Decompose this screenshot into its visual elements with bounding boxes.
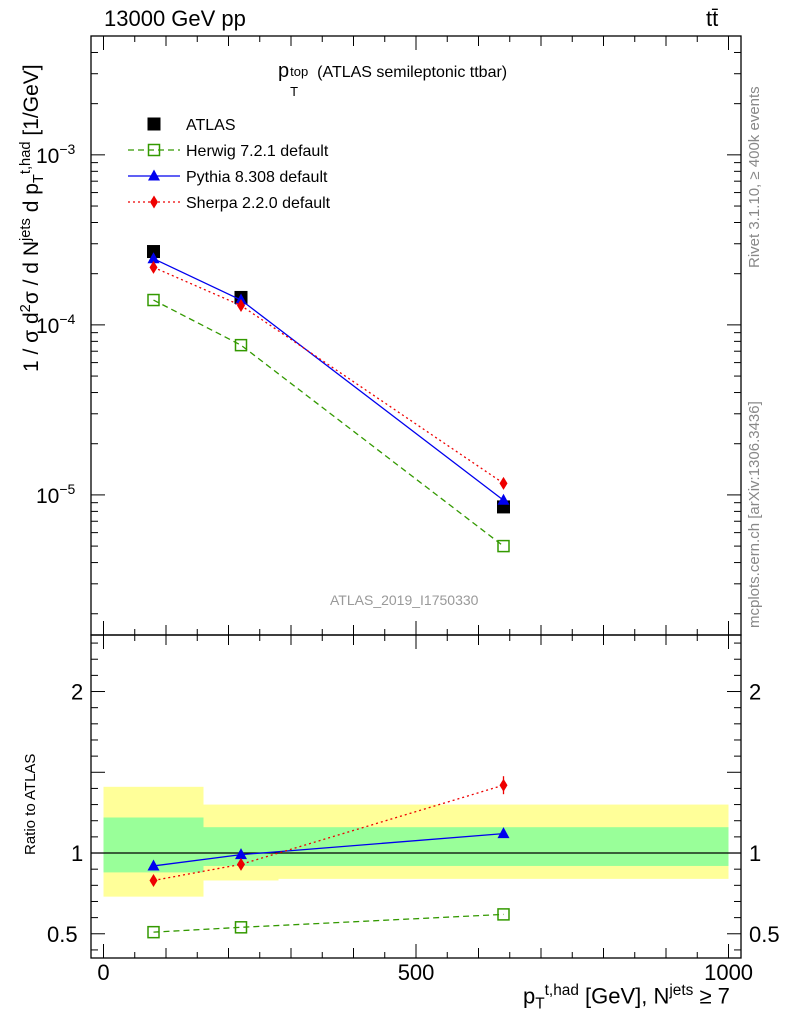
data-point-herwig	[234, 338, 248, 352]
main-y-axis-label: 1 / σ d2σ / d Njets d pTt,had [1/GeV]	[18, 64, 48, 372]
main-y-tick-label: 10−3	[36, 141, 76, 168]
ratio-y-axis-label: Ratio to ATLAS	[22, 753, 39, 855]
legend-label-herwig: Herwig 7.2.1 default	[186, 143, 329, 160]
mcplots-label: mcplots.cern.ch [arXiv:1306.3436]	[746, 401, 763, 628]
legend-label-sherpa: Sherpa 2.2.0 default	[186, 195, 331, 212]
data-point-pythia	[497, 493, 510, 505]
series-line-pythia	[153, 258, 504, 501]
main-y-tick-label: 10−4	[36, 311, 76, 338]
ratio-y-tick-label-right: 2	[749, 680, 761, 705]
ratio-point-sherpa	[149, 873, 158, 887]
ratio-point-pythia	[235, 848, 247, 860]
ratio-point-sherpa	[237, 857, 245, 871]
data-point-herwig	[497, 539, 510, 553]
plot-title-text: (ATLAS semileptonic ttbar)	[317, 64, 508, 81]
ratio-point-pythia	[147, 859, 160, 871]
ratio-point-herwig	[147, 925, 160, 939]
x-tick-label: 1000	[704, 960, 753, 985]
legend-marker-atlas	[147, 117, 161, 131]
ratio-y-tick-label: 2	[71, 680, 83, 705]
legend-marker-herwig	[147, 143, 161, 157]
ratio-y-tick-label-right: 1	[749, 841, 761, 866]
legend-label-atlas: ATLAS	[186, 117, 236, 134]
plot-title-symbol: p	[278, 60, 290, 82]
ratio-y-tick-label: 0.5	[47, 922, 78, 947]
ratio-point-herwig	[497, 908, 510, 921]
legend-label-pythia: Pythia 8.308 default	[186, 169, 328, 186]
main-y-tick-label: 10−5	[36, 481, 76, 508]
plot-title: p top T (ATLAS semileptonic ttbar)	[278, 60, 508, 99]
ratio-y-tick-label: 1	[71, 841, 83, 866]
data-point-sherpa	[149, 260, 158, 274]
x-axis-label: pTt,had [GeV], Njets ≥ 7	[523, 982, 730, 1013]
x-tick-label: 500	[398, 960, 435, 985]
series-line-herwig	[153, 299, 504, 547]
plot-title-sup: top	[290, 64, 309, 79]
analysis-watermark: ATLAS_2019_I1750330	[330, 592, 479, 608]
x-tick-label: 0	[97, 960, 109, 985]
ratio-line-sherpa	[153, 784, 504, 882]
header-energy-label: 13000 GeV pp	[104, 6, 246, 31]
ratio-y-tick-label-right: 0.5	[749, 922, 780, 947]
data-point-pythia	[147, 252, 160, 264]
header-process-label: tt̄	[706, 6, 719, 31]
legend-marker-sherpa	[150, 195, 158, 209]
ratio-point-herwig	[234, 921, 248, 934]
ratio-line-herwig	[153, 913, 504, 933]
ratio-point-sherpa	[499, 778, 508, 792]
data-point-sherpa	[237, 299, 245, 313]
plot-title-sub: T	[290, 84, 299, 99]
data-point-sherpa	[499, 476, 508, 490]
data-point-atlas	[147, 245, 160, 259]
rivet-version-label: Rivet 3.1.10, ≥ 400k events	[746, 86, 763, 268]
legend-marker-pythia	[148, 169, 160, 181]
data-point-herwig	[147, 293, 160, 307]
ratio-point-pythia	[497, 827, 510, 839]
series-line-sherpa	[153, 266, 504, 484]
